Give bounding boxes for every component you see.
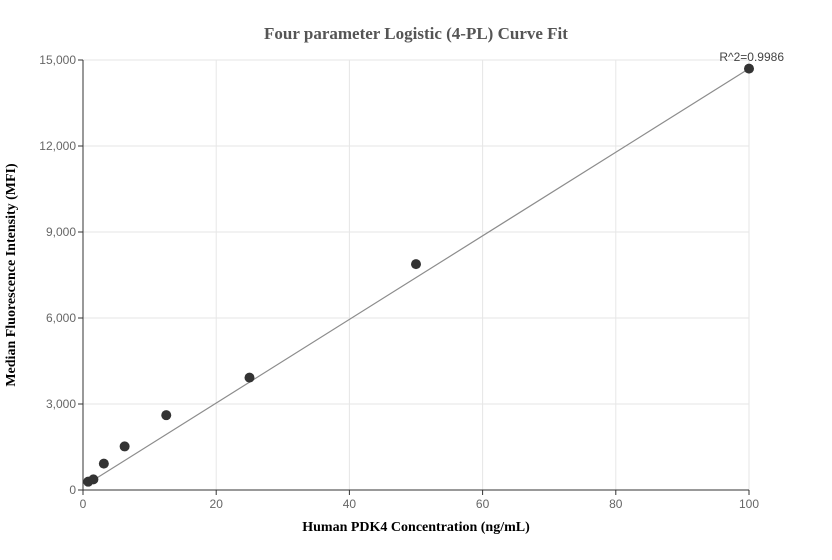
data-point (88, 474, 99, 485)
data-point (744, 63, 754, 74)
y-tick-label: 9,000 (46, 225, 76, 239)
tick-labels: 0 20 40 60 80 100 0 3,000 6,000 9,000 12,000 15,000 (39, 53, 759, 511)
y-tick-label: 15,000 (39, 53, 76, 67)
axes (78, 59, 750, 495)
data-point (411, 259, 421, 270)
fit-curve-line (87, 68, 750, 484)
data-point (119, 441, 130, 452)
grid (82, 59, 750, 491)
x-tick-label: 20 (210, 497, 224, 511)
y-tick-label: 0 (69, 483, 76, 497)
y-axis-title: Median Fluorescence Intensity (MFI) (4, 163, 19, 387)
data-point (98, 458, 109, 469)
plot-series (83, 63, 754, 487)
x-tick-label: 80 (609, 497, 623, 511)
data-point (161, 410, 172, 421)
x-tick-label: 0 (80, 497, 87, 511)
y-tick-label: 12,000 (39, 139, 76, 153)
x-axis-title: Human PDK4 Concentration (ng/mL) (302, 520, 530, 535)
x-tick-label: 60 (476, 497, 490, 511)
data-point (244, 372, 255, 383)
y-tick-label: 6,000 (46, 311, 76, 325)
x-tick-label: 40 (343, 497, 357, 511)
y-tick-label: 3,000 (46, 397, 76, 411)
chart-title: Four parameter Logistic (4-PL) Curve Fit (264, 24, 568, 43)
x-tick-label: 100 (739, 497, 759, 511)
r-squared-annotation: R^2=0.9986 (719, 50, 784, 64)
